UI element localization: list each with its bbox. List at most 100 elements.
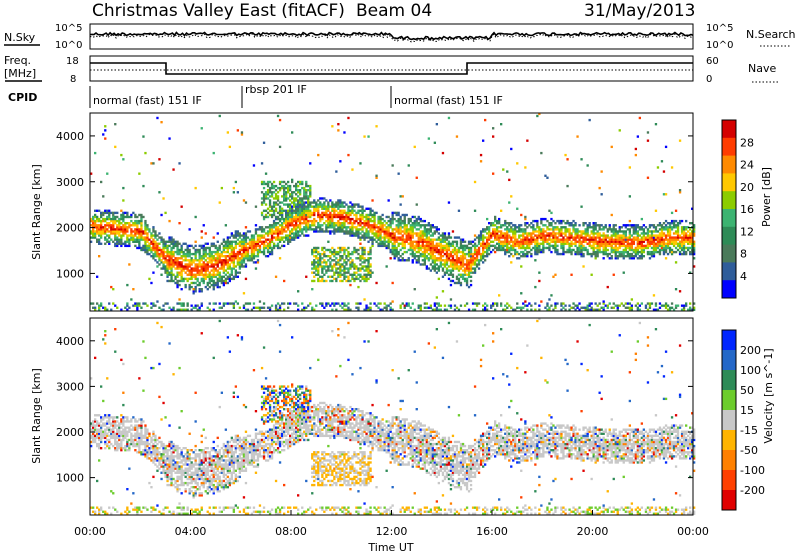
power-cell [423, 244, 427, 248]
power-cell [345, 203, 348, 206]
power-cell [612, 250, 615, 254]
power-cell [323, 265, 326, 268]
power-cell [226, 246, 230, 250]
power-cell [146, 226, 149, 229]
power-cell [232, 259, 236, 262]
power-cell [676, 234, 680, 237]
power-cell [678, 219, 682, 223]
power-cell [498, 222, 501, 225]
power-cell [264, 213, 268, 217]
power-cell [216, 285, 219, 289]
power-cell [188, 265, 191, 268]
power-cell [266, 246, 270, 250]
power-cell [562, 236, 565, 239]
power-cell [379, 215, 382, 219]
power-cell [166, 271, 169, 274]
power-cell [393, 238, 396, 241]
power-cell [204, 232, 207, 235]
power-cell [283, 240, 286, 243]
power-cell [146, 236, 149, 239]
power-cell [281, 186, 284, 190]
power-cell [335, 271, 338, 274]
power-cell [156, 242, 159, 245]
power-cell [498, 226, 501, 229]
power-cell [425, 250, 429, 254]
power-cell [176, 285, 179, 289]
power-cell [379, 236, 382, 239]
power-cell [126, 211, 129, 215]
power-cell [216, 279, 219, 283]
power-cell [218, 275, 221, 278]
power-cell [427, 236, 431, 239]
power-cell [411, 234, 414, 237]
power-cell [578, 250, 581, 254]
power-cell [291, 230, 294, 233]
power-cell [477, 242, 481, 245]
power-cell [604, 250, 607, 254]
power-cell [168, 267, 171, 270]
power-cell [678, 252, 682, 256]
power-cell [184, 242, 187, 245]
power-cell [90, 240, 93, 243]
power-cell [399, 259, 402, 262]
power-cell [562, 248, 565, 252]
power-cell [311, 261, 314, 264]
power-cell [200, 255, 203, 258]
power-cell [331, 226, 334, 229]
power-cell [542, 244, 545, 248]
power-cell [636, 230, 640, 233]
power-cell [232, 252, 236, 256]
power-cell [347, 209, 350, 212]
power-cell [391, 232, 394, 235]
power-cell [256, 244, 260, 248]
power-cell [506, 242, 509, 245]
power-cell [415, 234, 418, 237]
power-cell [289, 199, 292, 202]
power-cell [206, 306, 209, 309]
power-cell [150, 240, 153, 243]
power-cell [451, 230, 455, 233]
power-cell [554, 273, 557, 276]
power-cell [654, 302, 658, 305]
power-cell [250, 308, 254, 311]
power-cell [393, 255, 396, 258]
power-cell [632, 232, 636, 235]
power-cell [176, 248, 179, 252]
power-cell [508, 230, 511, 233]
power-cell [156, 248, 159, 252]
power-cell [140, 246, 143, 250]
power-cell [148, 246, 151, 250]
power-cell [504, 238, 507, 241]
power-cell [463, 271, 467, 274]
power-cell [144, 250, 147, 254]
power-cell [274, 304, 278, 307]
power-cell [270, 250, 274, 254]
power-cell [596, 242, 599, 245]
power-cell [272, 246, 276, 250]
power-cell [482, 308, 485, 311]
power-cell [94, 226, 97, 229]
power-cell [353, 222, 356, 225]
power-cell [498, 238, 501, 241]
power-cell [467, 285, 471, 289]
power-cell [403, 250, 406, 254]
power-cell [222, 250, 226, 254]
power-cell [622, 248, 625, 252]
power-cell [391, 213, 394, 217]
power-cell [638, 257, 642, 260]
power-cell [218, 257, 221, 260]
power-cell [594, 240, 597, 243]
power-cell [343, 232, 346, 235]
power-cell [154, 242, 157, 245]
power-cell [343, 250, 346, 254]
power-cell [465, 246, 469, 250]
power-cell [636, 240, 640, 243]
power-cell [417, 224, 420, 227]
power-cell [608, 238, 611, 241]
power-cell [218, 259, 221, 262]
power-cell [566, 184, 569, 188]
power-cell [367, 224, 370, 227]
cpid-segment-3: normal (fast) 151 IF [394, 94, 503, 107]
power-cell [626, 236, 630, 239]
power-cell [124, 242, 127, 245]
